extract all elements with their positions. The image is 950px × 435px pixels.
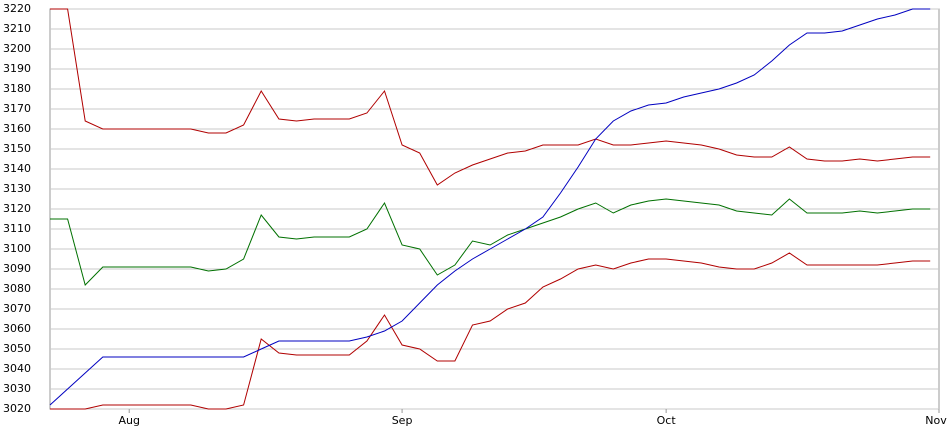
x-tick-label: Nov <box>925 414 947 427</box>
x-tick-label: Aug <box>118 414 139 427</box>
y-tick-label: 3070 <box>3 302 31 315</box>
y-tick-label: 3200 <box>3 42 31 55</box>
y-tick-label: 3130 <box>3 182 31 195</box>
y-tick-label: 3100 <box>3 242 31 255</box>
y-tick-label: 3160 <box>3 122 31 135</box>
y-tick-label: 3110 <box>3 222 31 235</box>
y-tick-label: 3080 <box>3 282 31 295</box>
series-line <box>50 252 931 410</box>
y-tick-label: 3220 <box>3 2 31 15</box>
y-tick-label: 3050 <box>3 342 31 355</box>
series-line <box>50 8 931 186</box>
series-line <box>50 198 931 286</box>
y-tick-label: 3150 <box>3 142 31 155</box>
y-tick-label: 3120 <box>3 202 31 215</box>
y-tick-label: 3040 <box>3 362 31 375</box>
y-tick-label: 3190 <box>3 62 31 75</box>
y-tick-label: 3170 <box>3 102 31 115</box>
y-tick-label: 3090 <box>3 262 31 275</box>
series-line <box>49 8 931 406</box>
y-tick-label: 3140 <box>3 162 31 175</box>
y-tick-label: 3210 <box>3 22 31 35</box>
x-tick-label: Oct <box>657 414 677 427</box>
y-tick-label: 3030 <box>3 382 31 395</box>
x-tick-label: Sep <box>392 414 413 427</box>
y-tick-label: 3060 <box>3 322 31 335</box>
y-tick-label: 3180 <box>3 82 31 95</box>
y-tick-label: 3020 <box>3 402 31 415</box>
